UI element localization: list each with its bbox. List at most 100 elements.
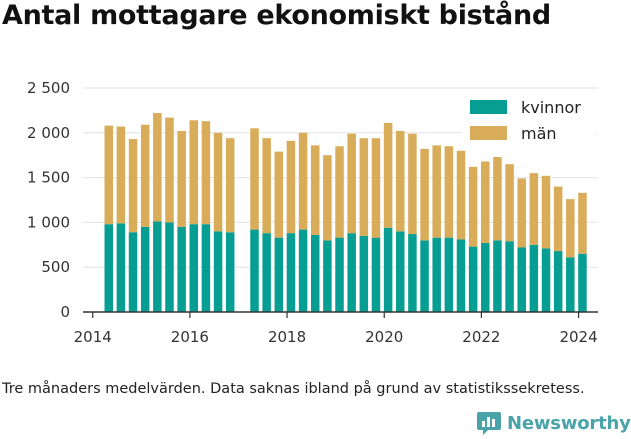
x-axis: 2014 2016 2018 2020 2022 2024: [74, 312, 598, 346]
bar-man: [505, 164, 514, 242]
bar-kvinnor: [165, 222, 174, 312]
bar-kvinnor: [456, 239, 466, 312]
newsworthy-logo-text: Newsworthy: [507, 412, 631, 434]
caption: Tre månaders medelvärden. Data saknas ib…: [2, 381, 585, 397]
bar-man: [189, 120, 199, 225]
bar-kvinnor: [553, 251, 563, 312]
bar-kvinnor: [128, 232, 138, 312]
bar-man: [541, 175, 551, 249]
bar-kvinnor: [335, 237, 344, 312]
bar-man: [481, 161, 490, 244]
y-tick-label: 0: [60, 303, 70, 321]
bar-kvinnor: [189, 224, 199, 312]
bar-man: [140, 124, 150, 227]
x-tick-label: 2018: [268, 328, 306, 346]
bar-man: [128, 139, 138, 233]
bar-kvinnor: [505, 241, 514, 312]
bar-kvinnor: [493, 240, 502, 312]
bar-man: [383, 122, 393, 228]
bar-kvinnor: [116, 223, 126, 312]
x-tick-label: 2020: [365, 328, 403, 346]
x-tick-label: 2016: [171, 328, 209, 346]
bar-man: [444, 146, 454, 238]
y-tick-label: 2 000: [27, 124, 70, 142]
bar-kvinnor: [153, 221, 162, 312]
legend-label: män: [521, 124, 557, 143]
bar-kvinnor: [578, 253, 587, 312]
bars: [104, 113, 587, 312]
bar-kvinnor: [383, 227, 393, 312]
bar-man: [396, 131, 405, 232]
bar-kvinnor: [286, 233, 296, 312]
bar-man: [468, 166, 478, 247]
bar-kvinnor: [310, 234, 320, 312]
bar-kvinnor: [444, 237, 454, 312]
bar-man: [432, 145, 441, 238]
bar-man: [456, 150, 466, 240]
bar-kvinnor: [396, 231, 405, 312]
bar-man: [213, 132, 223, 232]
y-tick-label: 1 000: [27, 213, 70, 231]
y-tick-label: 2 500: [27, 79, 70, 97]
bar-kvinnor: [225, 232, 235, 312]
bar-kvinnor: [481, 243, 490, 312]
chart-title: Antal mottagare ekonomiskt bistånd: [2, 0, 551, 31]
y-axis: 0 500 1 000 1 500 2 000 2 500: [27, 79, 70, 321]
legend-swatch: [470, 126, 507, 140]
x-tick-label: 2024: [559, 328, 597, 346]
bar-man: [225, 138, 235, 233]
bar-man: [298, 132, 308, 230]
bar-kvinnor: [213, 231, 223, 312]
bar-man: [250, 128, 259, 230]
bar-man: [153, 113, 162, 222]
bar-kvinnor: [432, 237, 441, 312]
legend: kvinnor män: [462, 95, 596, 149]
bar-kvinnor: [298, 229, 308, 312]
bar-man: [493, 156, 502, 241]
bar-man: [529, 173, 539, 245]
bar-kvinnor: [408, 234, 417, 312]
bar-kvinnor: [177, 226, 186, 312]
bar-kvinnor: [566, 257, 575, 312]
bar-man: [335, 146, 344, 238]
bar-kvinnor: [323, 240, 332, 312]
y-tick-label: 1 500: [27, 169, 70, 187]
bar-kvinnor: [262, 233, 271, 312]
bar-kvinnor: [274, 237, 284, 312]
x-tick-label: 2022: [462, 328, 500, 346]
bar-kvinnor: [468, 246, 478, 312]
bar-kvinnor: [529, 244, 539, 312]
bar-man: [177, 131, 186, 227]
bar-kvinnor: [201, 224, 211, 312]
bar-man: [116, 126, 126, 224]
bar-man: [566, 199, 575, 258]
legend-label: kvinnor: [521, 98, 581, 117]
bar-man: [553, 186, 563, 252]
x-tick-label: 2014: [74, 328, 112, 346]
bar-kvinnor: [517, 247, 526, 312]
bar-kvinnor: [140, 226, 150, 312]
bar-man: [359, 138, 369, 236]
bar-man: [408, 133, 417, 235]
bar-man: [262, 138, 271, 234]
bar-man: [310, 145, 320, 235]
bar-kvinnor: [371, 237, 381, 312]
bar-kvinnor: [104, 224, 113, 312]
bar-man: [165, 117, 174, 223]
bar-man: [201, 121, 211, 225]
bar-man: [323, 155, 332, 241]
bar-man: [578, 192, 587, 254]
y-tick-label: 500: [41, 258, 70, 276]
bar-kvinnor: [420, 240, 429, 312]
newsworthy-logo-icon: [477, 412, 501, 435]
bar-man: [104, 125, 113, 225]
bar-man: [371, 138, 381, 238]
bar-man: [347, 133, 356, 234]
bar-chart: 0 500 1 000 1 500 2 000 2 500 2014 2016 2018 202…: [27, 79, 598, 346]
bar-kvinnor: [347, 233, 356, 312]
legend-swatch: [470, 100, 507, 114]
bar-man: [286, 140, 296, 234]
bar-man: [274, 151, 284, 238]
bar-kvinnor: [250, 229, 259, 312]
newsworthy-logo: Newsworthy: [476, 410, 631, 436]
